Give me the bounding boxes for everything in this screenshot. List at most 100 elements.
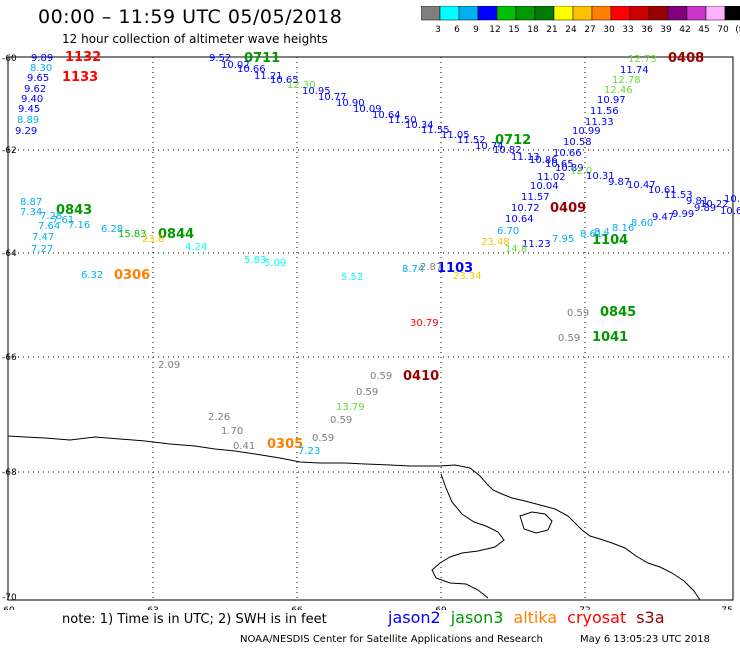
colorbar-label: 24 [565, 25, 577, 35]
wave-height-value: 10.31 [586, 171, 615, 182]
longitude-label: 72 [579, 606, 590, 610]
wave-height-value: 14.8 [505, 244, 527, 255]
wave-height-value: 11.57 [521, 192, 550, 203]
wave-height-value: 7.64 [38, 221, 60, 232]
longitude-label: 75 [721, 606, 732, 610]
map-canvas: -60 -62 -64 -66 -68 -70 60 63 66 69 72 75 1132 1133 07… [2, 50, 740, 610]
wave-height-value: 7.27 [31, 244, 53, 255]
colorbar-label: 45 [698, 25, 709, 35]
wave-height-value: 0.59 [370, 371, 392, 382]
wave-height-value: 10.66 [553, 148, 582, 159]
wave-height-value: 7.95 [552, 234, 574, 245]
pass-time-label: 0843 [56, 203, 92, 218]
pass-time-label: 0410 [403, 369, 439, 384]
wave-height-value: 5.52 [341, 272, 363, 283]
ice-shelf-outline [431, 473, 505, 599]
wave-height-value: 10.09 [353, 104, 382, 115]
wave-height-value: 10.02 [221, 60, 250, 71]
wave-height-value: 10.90 [336, 98, 365, 109]
colorbar-label: 42 [679, 25, 690, 35]
wave-height-value: 9.62 [24, 84, 46, 95]
wave-height-value: 9.40 [21, 94, 43, 105]
page-subtitle: 12 hour collection of altimeter wave hei… [62, 32, 328, 46]
wave-height-value: 10.97 [597, 95, 626, 106]
colorbar-label: 9 [473, 25, 479, 35]
pass-time-label: 0844 [158, 227, 194, 242]
colorbar-label: (ft) [735, 25, 740, 35]
colorbar-label: 6 [454, 25, 460, 35]
wave-height-value: 10.74 [475, 141, 504, 152]
colorbar-label: 70 [717, 25, 729, 35]
wave-height-value: 6.28 [101, 224, 123, 235]
wave-height-value: 9.29 [15, 126, 37, 137]
wave-height-value: 9.87 [608, 177, 630, 188]
wave-height-value: 10. [724, 194, 740, 205]
pass-time-label: 1041 [592, 330, 628, 345]
colorbar-label: 3 [435, 25, 441, 35]
wave-height-value: 10.65 [270, 75, 299, 86]
wave-height-value: 10.72 [511, 203, 540, 214]
wave-height-value: 7.16 [68, 220, 90, 231]
wave-height-value: 9.47 [652, 212, 674, 223]
pass-time-label: 0409 [550, 201, 586, 216]
wave-height-value: 10.95 [302, 86, 331, 97]
page-title: 00:00 – 11:59 UTC 05/05/2018 [38, 6, 343, 28]
latitude-label: -68 [2, 468, 17, 478]
wave-height-value: 2.26 [208, 412, 230, 423]
wave-height-value: 12.30 [287, 80, 316, 91]
wave-height-value: 8.87 [20, 197, 42, 208]
pass-time-label: 1103 [437, 261, 473, 276]
longitude-label: 66 [291, 606, 303, 610]
wave-height-value: 12.46 [604, 85, 633, 96]
colorbar-label: 39 [660, 25, 672, 35]
wave-height-value: 12.78 [612, 75, 641, 86]
wave-height-value: 11.56 [590, 106, 619, 117]
wave-height-value: 8.16 [612, 223, 634, 234]
legend-jason2: jason2 [388, 608, 441, 627]
longitude-label: 63 [147, 606, 158, 610]
colorbar-label: 33 [622, 25, 633, 35]
longitude-label: 60 [3, 606, 15, 610]
legend-altika: altika [513, 608, 558, 627]
wave-height-value: 23.8 [142, 234, 164, 245]
wave-height-value: 5.09 [264, 258, 286, 269]
wave-height-value: 4.24 [185, 242, 207, 253]
wave-height-value: 8.61 [580, 229, 602, 240]
wave-height-value: 10.66 [237, 64, 266, 75]
wave-height-value: 10.47 [627, 180, 656, 191]
longitude-label: 69 [435, 606, 447, 610]
wave-height-value: 11.53 [664, 190, 693, 201]
wave-height-value: 0.59 [330, 415, 352, 426]
pass-time-label: 1104 [592, 233, 628, 248]
wave-height-value: 9.89 [31, 53, 53, 64]
colorbar-label: 15 [508, 25, 519, 35]
wave-height-value: 10.34 [405, 120, 434, 131]
pass-time-label: 0845 [600, 305, 636, 320]
wave-height-value: 10.64 [372, 110, 401, 121]
wave-height-value: 1.70 [221, 426, 243, 437]
wave-height-value: 10.22 [700, 199, 729, 210]
wave-height-value: 7.28 [40, 211, 62, 222]
wave-height-value: 10.61 [648, 185, 677, 196]
wave-height-value: 5.83 [244, 255, 266, 266]
wave-height-value: 10.58 [563, 137, 592, 148]
latitude-label: -60 [2, 54, 17, 64]
wave-height-value: 11.52 [457, 135, 486, 146]
colorbar-label: 30 [603, 25, 615, 35]
wave-height-value: 11.23 [522, 239, 551, 250]
colorbar-label: 21 [546, 25, 557, 35]
wave-height-value: 10.89 [555, 163, 584, 174]
wave-height-value: 9.89 [694, 203, 716, 214]
wave-height-value: 10.77 [318, 92, 347, 103]
generated-timestamp: May 6 13:05:23 UTC 2018 [580, 634, 710, 645]
wave-height-value: 0.59 [356, 387, 378, 398]
pass-time-label: 0711 [244, 51, 280, 66]
wave-height-value: 9.52 [209, 53, 231, 64]
wave-height-value: 0.41 [233, 441, 255, 452]
wave-height-value: 23.34 [453, 271, 482, 282]
wave-height-value: 8.30 [30, 63, 52, 74]
wave-height-value: 8.89 [17, 115, 39, 126]
wave-height-value: 30.79 [410, 318, 439, 329]
map-frame [7, 56, 734, 601]
